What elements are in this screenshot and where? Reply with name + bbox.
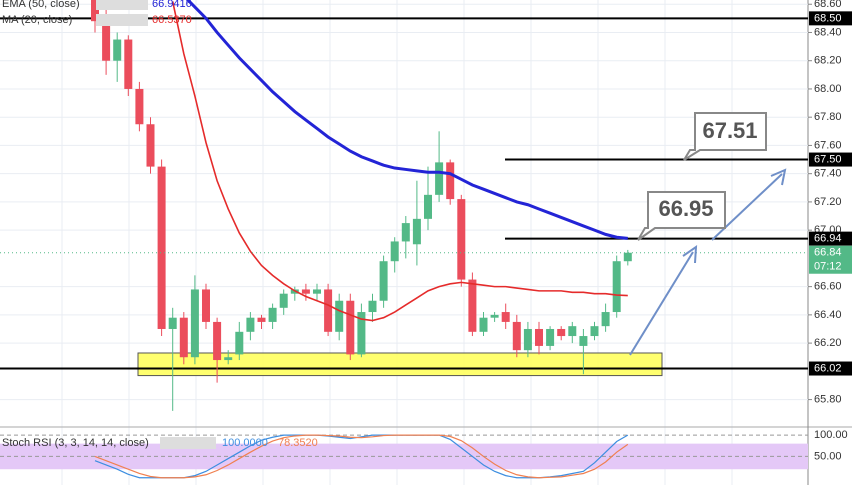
y-tick-label: 67.80 [814,111,842,123]
candle-body [379,261,388,301]
indicator-line [185,0,628,240]
candle-body [301,289,310,294]
level-label: 66.02 [814,362,842,374]
callout-text: 67.51 [702,118,757,143]
candle-body [457,199,466,280]
candle-body [446,162,455,200]
support-zone [137,352,663,377]
level-label: 67.50 [814,153,842,165]
y-tick-label: 68.40 [814,26,842,38]
candle-body [512,321,521,351]
y-tick-label: 68.00 [814,83,842,95]
candle-body [557,328,566,337]
candle-body [179,317,188,358]
candle-body [268,307,277,322]
price-axis: 65.8066.2066.4066.6067.0067.2067.4067.60… [808,0,852,462]
candle-body [135,88,144,125]
candle-body [102,21,111,61]
candle-body [190,289,199,358]
level-label-box [809,152,852,167]
legend-value: 78.3520 [278,437,318,449]
candle-body [313,289,321,294]
candle-body [468,279,477,332]
y-tick-label: 68.60 [814,0,842,10]
y-tick-label: 68.20 [814,55,842,67]
candle-body [346,300,355,355]
legend-name: EMA (50, close) [2,0,80,10]
stoch-title: Stoch RSI (3, 3, 14, 14, close) [2,437,149,449]
legend-icons [96,14,148,26]
candle-body [601,312,610,327]
candle-body [623,252,632,262]
y-tick-label: 67.20 [814,196,842,208]
legend-icons [96,0,148,10]
indicator-line [171,1,628,322]
candle-body [235,331,244,355]
candle-body [124,39,133,89]
legend: EMA (50, close) 66.9416 MA (20, close) 66.5… [2,0,318,449]
candle-body [612,261,621,313]
legend-value: 66.9416 [152,0,192,10]
candle-body [479,317,488,332]
candle-body [546,328,555,346]
candle-body [168,317,177,329]
candle-body [390,241,399,262]
candle-body [357,312,366,355]
candle-body [335,300,344,332]
candle-body [590,326,599,337]
level-label: 68.50 [814,12,842,24]
level-label-box [809,11,852,26]
candle-body [535,328,543,346]
y-tick-label: 100.00 [814,429,848,441]
y-tick-label: 66.60 [814,281,842,293]
candle-body [91,0,99,22]
candle-body [368,300,377,313]
level-label-box [809,231,852,246]
candle-body [224,357,233,361]
last-price-label: 66.84 [814,247,842,259]
level-label-box [809,361,852,376]
candle-body [246,317,255,332]
candle-body [412,218,421,245]
candle-body [401,223,410,242]
y-tick-label: 67.60 [814,139,842,151]
last-price-box [809,245,852,274]
price-pane [0,0,808,411]
legend-value: 66.5370 [152,14,192,26]
callout: 67.51 [683,112,767,161]
indicator-line [94,434,629,479]
level-label: 66.94 [814,233,842,245]
candle-body [146,124,155,167]
callout: 66.95 [637,191,726,241]
legend-value: 100.0000 [222,437,268,449]
stoch-pane [0,434,808,479]
candle-body [490,314,499,318]
candle-body [213,321,222,361]
candle-body [157,166,166,329]
candle-body [279,293,288,308]
y-tick-label: 50.00 [814,450,842,462]
candle-body [202,289,210,322]
y-tick-label: 65.80 [814,393,842,405]
y-tick-label: 66.40 [814,309,842,321]
candle-body [579,336,588,346]
candle-body [113,39,122,61]
y-tick-label: 67.40 [814,168,842,180]
legend-icons [160,437,216,449]
candle-body [501,312,510,322]
candle-body [324,289,333,332]
candle-body [424,194,432,219]
candle-body [435,162,444,195]
callout-text: 66.95 [658,196,713,221]
countdown: 07:12 [814,261,842,273]
candle-body [568,326,577,337]
y-tick-label: 66.20 [814,337,842,349]
candle-body [523,328,532,351]
candle-body [257,317,266,322]
legend-name: MA (20, close) [2,14,72,26]
